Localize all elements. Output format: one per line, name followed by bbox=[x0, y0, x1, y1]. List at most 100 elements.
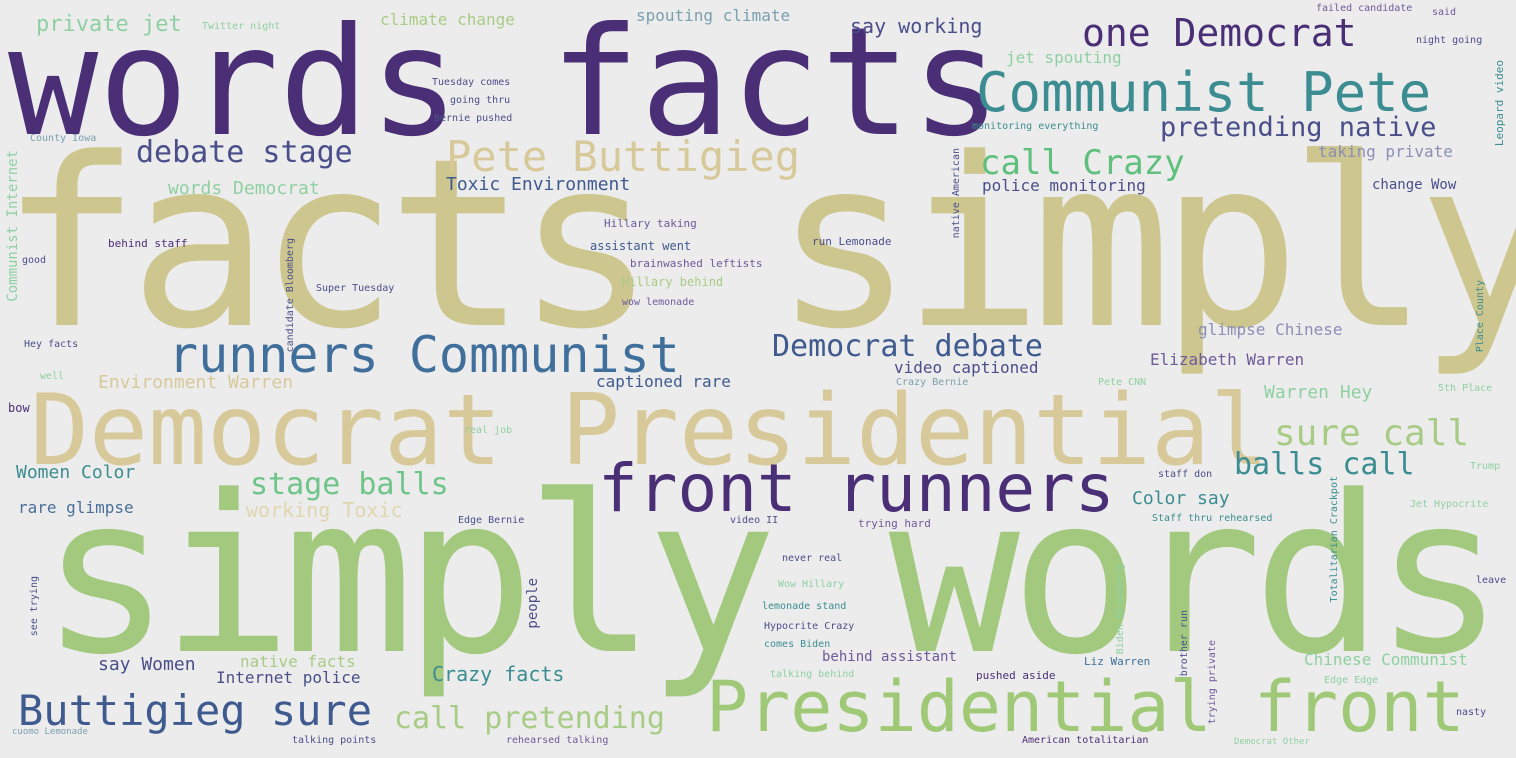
word-talking-behind: talking behind bbox=[770, 669, 855, 680]
word-chinese-communist: Chinese Communist bbox=[1304, 650, 1468, 669]
word-buttigieg-sure: Buttigieg sure bbox=[18, 686, 373, 735]
word-native-facts: native facts bbox=[240, 652, 356, 671]
word-behind-staff: behind staff bbox=[108, 237, 188, 250]
word-women-color: Women Color bbox=[16, 462, 136, 483]
word-well: well bbox=[40, 371, 65, 382]
word-rehearsed-talking: rehearsed talking bbox=[506, 735, 609, 746]
word-edge-bernie: Edge Bernie bbox=[458, 515, 525, 526]
word-jet-spouting: jet spouting bbox=[1006, 48, 1122, 67]
word-biden-bloomberg: Biden Bloomberg bbox=[1115, 564, 1126, 655]
word-jet-hypocrite: Jet Hypocrite bbox=[1410, 499, 1489, 510]
word-debate-stage: debate stage bbox=[136, 135, 353, 170]
word-going-thru: going thru bbox=[450, 95, 511, 106]
word-climate-change: climate change bbox=[380, 10, 515, 29]
word-super-tuesday: Super Tuesday bbox=[316, 283, 395, 294]
word-county-iowa: County Iowa bbox=[30, 133, 97, 144]
word-assistant-went: assistant went bbox=[590, 239, 692, 253]
word-liz-warren: Liz Warren bbox=[1084, 655, 1151, 668]
word-spouting-climate: spouting climate bbox=[636, 6, 791, 25]
word-staff-don: staff don bbox=[1158, 469, 1213, 480]
word-hillary-taking: Hillary taking bbox=[604, 217, 697, 230]
word-private-jet: private jet bbox=[36, 12, 182, 37]
word-hey-facts: Hey facts bbox=[24, 339, 79, 350]
word-front-runners: front runners bbox=[598, 450, 1115, 527]
word-democrat-presidential: Democrat Presidential bbox=[30, 374, 1270, 488]
word-democrat-debate: Democrat debate bbox=[772, 329, 1043, 364]
word-glimpse-chinese: glimpse Chinese bbox=[1198, 320, 1343, 339]
word-one-democrat: one Democrat bbox=[1082, 11, 1357, 55]
word-hillary-behind: Hillary behind bbox=[622, 275, 724, 289]
word-hypocrite-crazy: Hypocrite Crazy bbox=[764, 621, 855, 632]
word-trump: Trump bbox=[1470, 461, 1501, 472]
word-place-county: Place County bbox=[1475, 280, 1486, 353]
word-monitoring-everything: monitoring everything bbox=[972, 121, 1099, 132]
word-balls-call: balls call bbox=[1234, 447, 1415, 482]
word-tuesday-comes: Tuesday comes bbox=[432, 77, 511, 88]
word-simply-words: simply words bbox=[40, 450, 1505, 703]
word-comes-biden: comes Biden bbox=[764, 639, 831, 650]
word-5th-place: 5th Place bbox=[1438, 383, 1493, 394]
word-behind-assistant: behind assistant bbox=[822, 649, 957, 665]
word-wow-hillary: Wow Hillary bbox=[778, 579, 845, 590]
word-warren-hey: Warren Hey bbox=[1264, 382, 1373, 403]
word-call-crazy: call Crazy bbox=[980, 143, 1185, 183]
word-pete-buttigieg: Pete Buttigieg bbox=[446, 132, 801, 181]
word-bow: bow bbox=[8, 401, 30, 415]
word-real-job: real job bbox=[464, 425, 513, 436]
word-working-toxic: working Toxic bbox=[246, 498, 403, 522]
word-police-monitoring: police monitoring bbox=[982, 176, 1146, 195]
word-leopard-video: Leopard video bbox=[1493, 60, 1506, 147]
word-failed-candidate: failed candidate bbox=[1316, 3, 1413, 14]
word-staff-thru-rehearsed: Staff thru rehearsed bbox=[1152, 513, 1273, 524]
word-see-trying: see trying bbox=[29, 576, 40, 637]
word-rare-glimpse: rare glimpse bbox=[18, 498, 134, 517]
word-trying-hard: trying hard bbox=[858, 517, 931, 530]
word-runners-communist: runners Communist bbox=[168, 326, 680, 384]
word-edge-edge: Edge Edge bbox=[1324, 675, 1379, 686]
word-never-real: never real bbox=[782, 553, 843, 564]
word-pete-cnn: Pete CNN bbox=[1098, 377, 1147, 388]
word-communist-pete: Communist Pete bbox=[976, 61, 1432, 124]
word-leave: leave bbox=[1476, 575, 1507, 586]
word-presidential-front: Presidential front bbox=[706, 666, 1465, 748]
word-candidate-bloomberg: candidate Bloomberg bbox=[285, 238, 296, 353]
word-bernie-pushed: Bernie pushed bbox=[434, 113, 513, 124]
word-communist-internet: Communist Internet bbox=[5, 150, 21, 302]
word-color-say: Color say bbox=[1132, 488, 1230, 509]
word-change-wow: change Wow bbox=[1372, 177, 1457, 193]
word-captioned-rare: captioned rare bbox=[596, 372, 731, 391]
word-people: people bbox=[525, 578, 541, 629]
word-facts-simply: facts simply bbox=[0, 109, 1516, 381]
word-cuomo-lemonade: cuomo Lemonade bbox=[12, 727, 88, 737]
word-toxic-environment: Toxic Environment bbox=[446, 174, 631, 195]
word-pushed-aside: pushed aside bbox=[976, 669, 1056, 682]
word-words-democrat: words Democrat bbox=[168, 178, 320, 199]
word-talking-points: talking points bbox=[292, 735, 377, 746]
word-taking-private: taking private bbox=[1318, 142, 1453, 161]
word-say-women: say Women bbox=[98, 654, 196, 675]
word-said: said bbox=[1432, 7, 1457, 18]
word-brainwashed-leftists: brainwashed leftists bbox=[630, 257, 763, 270]
word-crazy-facts: Crazy facts bbox=[432, 662, 565, 686]
word-nasty: nasty bbox=[1456, 707, 1487, 718]
word-video-ii: video II bbox=[730, 515, 779, 526]
word-stage-balls: stage balls bbox=[250, 467, 449, 502]
word-video-captioned: video captioned bbox=[894, 358, 1039, 377]
word-call-pretending: call pretending bbox=[394, 701, 665, 736]
word-night-going: night going bbox=[1416, 35, 1483, 46]
word-pretending-native: pretending native bbox=[1160, 112, 1437, 143]
word-run-lemonade: run Lemonade bbox=[812, 235, 892, 248]
word-good: good bbox=[22, 255, 47, 266]
word-say-working: say working bbox=[850, 14, 983, 38]
word-elizabeth-warren: Elizabeth Warren bbox=[1150, 350, 1305, 369]
word-totalitarian-crackpot: Totalitarian Crackpot bbox=[1329, 476, 1340, 603]
word-trying-private: trying private bbox=[1207, 640, 1218, 725]
word-twitter-night: Twitter night bbox=[202, 21, 281, 32]
word-lemonade-stand: lemonade stand bbox=[762, 601, 847, 612]
word-native-american: native American bbox=[951, 148, 962, 239]
word-wow-lemonade: wow lemonade bbox=[622, 297, 695, 308]
word-sure-call: sure call bbox=[1274, 413, 1470, 454]
word-american-totalitarian: American totalitarian bbox=[1022, 735, 1149, 746]
word-democrat-other: Democrat Other bbox=[1234, 737, 1310, 747]
